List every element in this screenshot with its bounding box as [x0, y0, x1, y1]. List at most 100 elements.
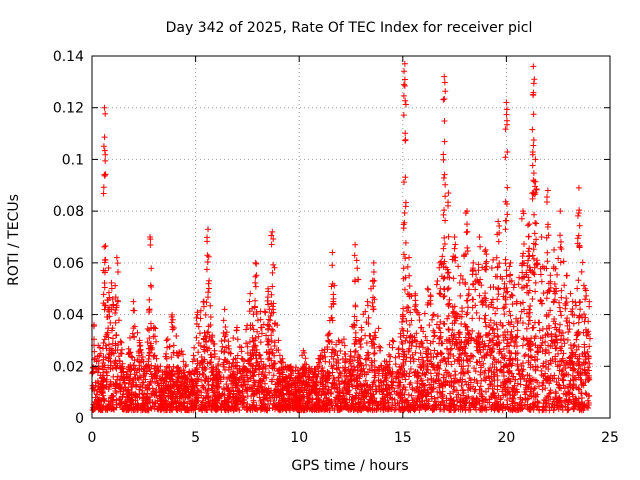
data-point [534, 391, 541, 398]
data-point [168, 354, 175, 361]
y-tick-label: 0.14 [53, 49, 84, 65]
data-point [517, 315, 524, 322]
data-point [347, 360, 354, 367]
data-point [527, 388, 534, 395]
data-point [459, 369, 466, 376]
data-point [136, 362, 143, 369]
data-point [114, 260, 121, 267]
data-point [494, 383, 501, 390]
data-point [441, 356, 448, 363]
data-point [258, 324, 265, 331]
data-point [197, 315, 204, 322]
data-point [417, 364, 424, 371]
data-point [490, 256, 497, 263]
data-point [579, 259, 586, 266]
data-point [483, 388, 490, 395]
data-point [538, 234, 545, 240]
data-point [362, 308, 369, 315]
data-point [465, 330, 472, 337]
data-point [441, 241, 448, 248]
data-point [529, 363, 536, 370]
data-point [469, 315, 476, 322]
data-point [339, 339, 346, 346]
data-point [464, 247, 471, 254]
data-point [557, 244, 564, 251]
data-point [503, 111, 510, 118]
data-point [573, 346, 580, 353]
data-point [143, 395, 150, 402]
data-point [141, 370, 148, 377]
data-point [276, 403, 283, 410]
data-point [440, 96, 447, 103]
data-point [294, 383, 301, 390]
data-point [486, 404, 493, 411]
data-point [220, 317, 227, 324]
data-point [496, 339, 503, 346]
data-point [528, 335, 535, 342]
data-point [411, 387, 418, 394]
data-point [520, 336, 527, 343]
data-point [496, 223, 503, 230]
data-point [437, 329, 444, 336]
data-point [405, 373, 412, 380]
data-point [432, 404, 439, 411]
data-point [272, 360, 279, 367]
data-point [575, 385, 582, 392]
data-point [407, 309, 414, 316]
data-point [410, 355, 417, 362]
data-point [430, 327, 437, 334]
data-point [129, 330, 136, 337]
data-point [287, 374, 294, 381]
data-point [239, 356, 246, 363]
data-point [251, 337, 258, 344]
data-point [413, 330, 420, 337]
data-point [519, 360, 526, 367]
data-point [566, 389, 573, 396]
data-point [479, 297, 486, 304]
data-point [399, 373, 406, 380]
data-point [140, 405, 147, 412]
data-point [578, 395, 585, 402]
data-point [218, 373, 225, 380]
data-point [276, 366, 283, 373]
data-point [400, 179, 407, 186]
data-point [281, 376, 288, 383]
data-point [248, 385, 255, 392]
data-point [148, 379, 155, 386]
data-point [213, 375, 220, 382]
data-point [420, 328, 427, 335]
data-point [514, 380, 521, 387]
data-point [482, 396, 489, 403]
data-point [441, 293, 448, 300]
data-point [153, 355, 160, 362]
data-point [551, 355, 558, 362]
data-point [405, 391, 412, 398]
data-point [378, 379, 385, 386]
data-point [204, 234, 211, 241]
data-point [552, 388, 559, 395]
data-point [445, 190, 452, 197]
data-point [221, 356, 228, 363]
data-point [353, 257, 360, 264]
data-point [240, 394, 247, 401]
data-point [497, 319, 504, 326]
data-point [247, 349, 254, 356]
data-point [296, 374, 303, 381]
data-point [179, 351, 186, 358]
data-point [454, 378, 461, 385]
data-point [200, 298, 207, 305]
data-point [463, 311, 470, 318]
data-point [553, 379, 560, 386]
data-point [112, 307, 119, 314]
data-point [265, 285, 272, 292]
data-point [208, 354, 215, 361]
data-point [237, 370, 244, 377]
data-point [439, 253, 446, 260]
data-point [166, 375, 173, 382]
data-point [531, 264, 538, 271]
data-point [506, 272, 513, 279]
data-point [372, 372, 379, 379]
data-point [519, 372, 526, 379]
data-point [451, 245, 458, 252]
data-point [157, 363, 164, 370]
